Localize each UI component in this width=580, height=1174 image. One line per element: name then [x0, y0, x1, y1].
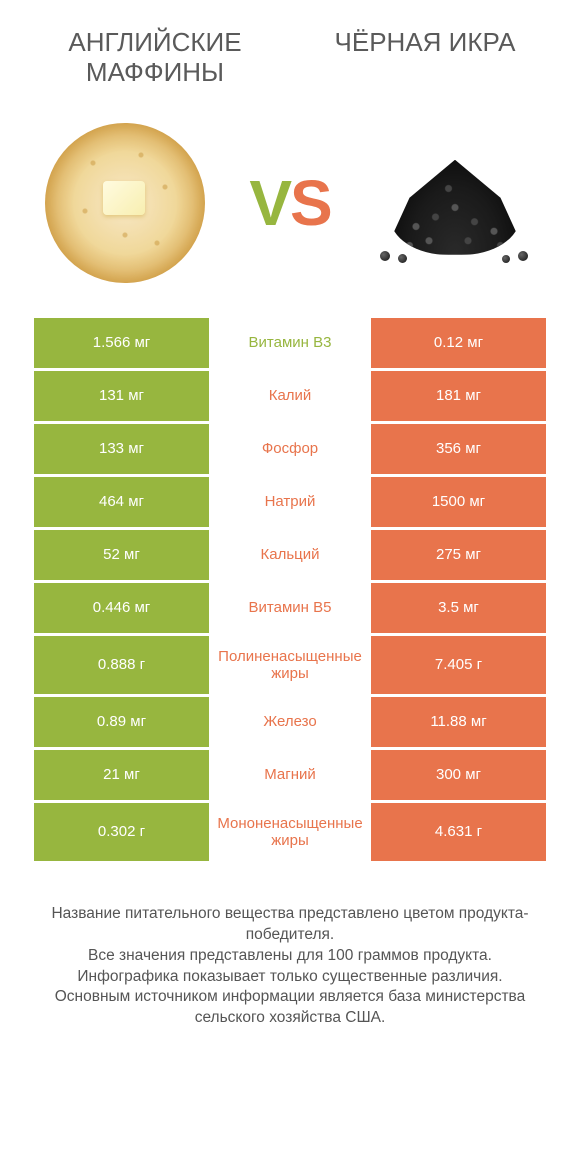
nutrient-label: Фосфор	[209, 424, 371, 474]
left-value-cell: 133 мг	[34, 424, 209, 474]
left-value-cell: 0.446 мг	[34, 583, 209, 633]
table-row: 0.89 мгЖелезо11.88 мг	[34, 697, 546, 747]
table-row: 1.566 мгВитамин B30.12 мг	[34, 318, 546, 368]
vs-v: V	[249, 167, 290, 239]
right-value-cell: 7.405 г	[371, 636, 546, 694]
table-row: 52 мгКальций275 мг	[34, 530, 546, 580]
table-row: 464 мгНатрий1500 мг	[34, 477, 546, 527]
right-value-cell: 300 мг	[371, 750, 546, 800]
right-value-cell: 181 мг	[371, 371, 546, 421]
left-value-cell: 1.566 мг	[34, 318, 209, 368]
right-product-image	[370, 118, 540, 288]
table-row: 0.446 мгВитамин B53.5 мг	[34, 583, 546, 633]
nutrient-label: Витамин B3	[209, 318, 371, 368]
nutrient-label: Мононенасыщенные жиры	[209, 803, 371, 861]
nutrient-label: Калий	[209, 371, 371, 421]
right-value-cell: 3.5 мг	[371, 583, 546, 633]
comparison-table: 1.566 мгВитамин B30.12 мг131 мгКалий181 …	[0, 318, 580, 861]
nutrient-label: Магний	[209, 750, 371, 800]
table-row: 0.302 гМононенасыщенные жиры4.631 г	[34, 803, 546, 861]
left-product-image	[40, 118, 210, 288]
footer-line: Инфографика показывает только существенн…	[28, 967, 552, 988]
footer-line: Все значения представлены для 100 граммо…	[28, 946, 552, 967]
left-value-cell: 21 мг	[34, 750, 209, 800]
vs-label: VS	[249, 166, 330, 240]
nutrient-label: Кальций	[209, 530, 371, 580]
table-row: 133 мгФосфор356 мг	[34, 424, 546, 474]
nutrient-label: Витамин B5	[209, 583, 371, 633]
nutrient-label: Полиненасыщенные жиры	[209, 636, 371, 694]
left-value-cell: 0.302 г	[34, 803, 209, 861]
left-value-cell: 52 мг	[34, 530, 209, 580]
footer-line: Название питательного вещества представл…	[28, 904, 552, 946]
header: АНГЛИЙСКИЕ МАФФИНЫ ЧЁРНАЯ ИКРА	[0, 0, 580, 98]
right-value-cell: 1500 мг	[371, 477, 546, 527]
left-value-cell: 0.888 г	[34, 636, 209, 694]
right-value-cell: 11.88 мг	[371, 697, 546, 747]
right-value-cell: 0.12 мг	[371, 318, 546, 368]
vs-s: S	[290, 167, 331, 239]
right-product-title: ЧЁРНАЯ ИКРА	[310, 28, 540, 88]
nutrient-label: Железо	[209, 697, 371, 747]
table-row: 0.888 гПолиненасыщенные жиры7.405 г	[34, 636, 546, 694]
right-value-cell: 4.631 г	[371, 803, 546, 861]
left-value-cell: 464 мг	[34, 477, 209, 527]
table-row: 21 мгМагний300 мг	[34, 750, 546, 800]
nutrient-label: Натрий	[209, 477, 371, 527]
right-value-cell: 356 мг	[371, 424, 546, 474]
footer-line: Основным источником информации является …	[28, 987, 552, 1029]
vs-row: VS	[0, 98, 580, 318]
left-product-title: АНГЛИЙСКИЕ МАФФИНЫ	[40, 28, 270, 88]
footer-notes: Название питательного вещества представл…	[0, 864, 580, 1030]
left-value-cell: 131 мг	[34, 371, 209, 421]
left-value-cell: 0.89 мг	[34, 697, 209, 747]
right-value-cell: 275 мг	[371, 530, 546, 580]
table-row: 131 мгКалий181 мг	[34, 371, 546, 421]
